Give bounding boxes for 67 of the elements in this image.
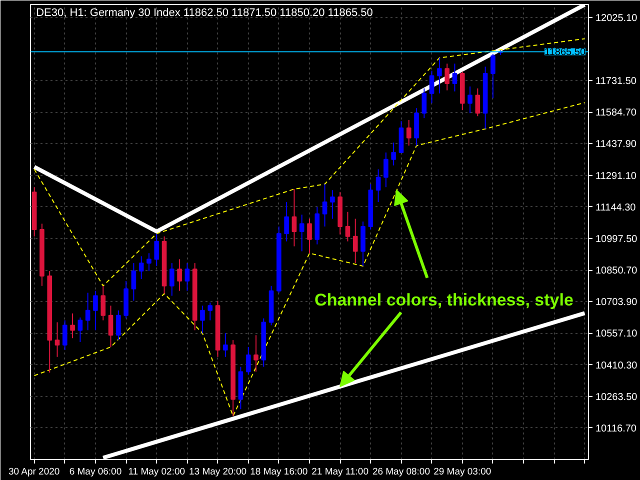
candlestick (292, 188, 297, 247)
y-tick-label: 10557.10 (596, 328, 638, 340)
candlestick (307, 218, 312, 254)
x-tick-label: 30 Apr 2020 (8, 466, 60, 478)
candlestick (70, 312, 75, 339)
candlestick (322, 184, 328, 228)
candlestick (490, 53, 496, 99)
candlestick (468, 86, 472, 114)
candlestick (444, 63, 450, 91)
x-tick-label: 6 May 06:00 (69, 466, 122, 478)
candlestick (284, 201, 289, 242)
y-tick-label: 10997.50 (596, 234, 638, 245)
candlestick (138, 256, 144, 280)
candlestick (345, 211, 350, 242)
ref-line-label: 11865.50 (544, 47, 586, 58)
x-tick-label: 18 May 16:00 (250, 466, 308, 478)
candlestick (429, 70, 434, 104)
candlestick (108, 305, 114, 348)
candlestick (177, 258, 182, 292)
candlestick (246, 346, 251, 376)
candlestick (208, 302, 213, 321)
y-tick-label: 11144.30 (596, 202, 636, 214)
y-tick-label: 10703.90 (596, 297, 638, 308)
x-tick-label: 29 May 03:00 (434, 466, 492, 478)
y-tick-label: 11291.10 (596, 170, 637, 182)
y-tick-label: 10410.30 (596, 360, 638, 372)
candlestick (422, 88, 427, 119)
x-tick-label: 11 May 02:00 (128, 466, 186, 478)
candlestick (406, 120, 412, 146)
candlestick (254, 334, 258, 372)
x-tick-label: 26 May 08:00 (372, 466, 430, 478)
candlestick (299, 214, 304, 252)
y-tick-label: 11731.50 (596, 76, 637, 88)
y-tick-label: 10116.70 (596, 423, 637, 434)
y-tick-label: 12025.10 (596, 12, 638, 24)
candlestick (170, 262, 174, 296)
candlestick (54, 322, 60, 358)
candlestick (154, 233, 160, 267)
candlestick (384, 152, 388, 188)
candlestick (100, 285, 106, 321)
candlestick (330, 190, 335, 220)
y-tick-label: 10263.50 (596, 392, 638, 403)
candlestick (437, 57, 442, 94)
candlestick (184, 262, 190, 292)
y-tick-label: 11437.90 (596, 139, 637, 150)
x-tick-label: 21 May 11:00 (312, 466, 369, 478)
candlestick (93, 290, 98, 331)
candlestick (391, 142, 396, 166)
y-tick-label: 10850.70 (596, 266, 638, 277)
candlestick (376, 168, 381, 202)
candlestick (78, 317, 83, 343)
x-tick-label: 13 May 20:00 (188, 466, 247, 478)
candlestick (452, 63, 458, 92)
y-tick-label: 11584.70 (596, 108, 637, 119)
annotation: Channel colors, thickness, style (314, 290, 574, 310)
chart-title: DE30, H1: Germany 30 Index 11862.50 11871.50 11850.20 11865.50 (36, 7, 373, 20)
candlestick (223, 332, 228, 358)
candlestick (85, 292, 90, 331)
candlestick (116, 310, 121, 341)
candlestick (200, 305, 205, 334)
line-series (34, 38, 586, 286)
candlestick (475, 88, 480, 117)
candlestick (131, 262, 136, 302)
candlestick (352, 218, 358, 264)
candlestick (146, 252, 152, 272)
line-series (34, 102, 586, 417)
candlestick (62, 320, 68, 350)
